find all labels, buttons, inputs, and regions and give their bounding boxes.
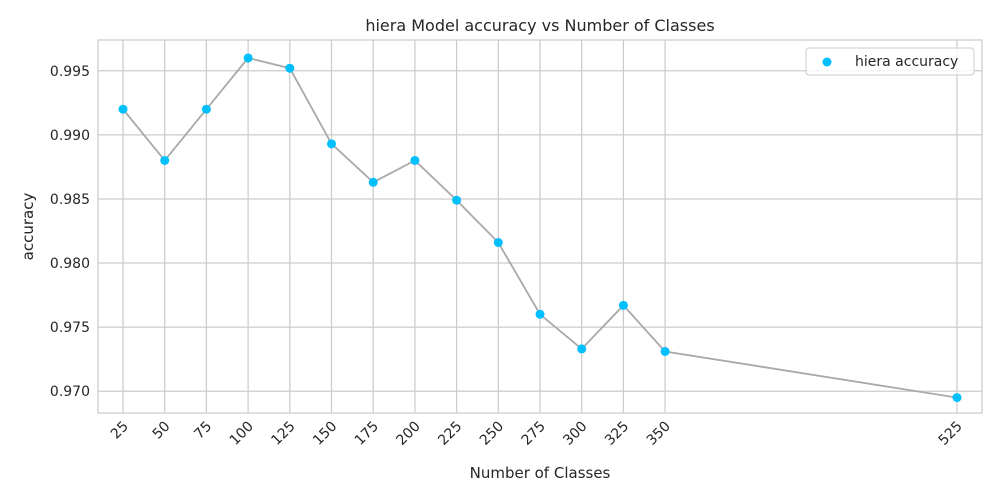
data-point — [118, 104, 128, 114]
y-tick-label: 0.980 — [50, 256, 90, 272]
chart-title: hiera Model accuracy vs Number of Classe… — [365, 16, 714, 35]
data-point — [452, 195, 462, 205]
legend-label: hiera accuracy — [855, 54, 958, 70]
plot-frame — [97, 39, 983, 414]
data-point — [535, 309, 545, 319]
y-tick-label: 0.970 — [50, 384, 90, 400]
y-axis-ticks: 0.970 0.975 0.980 0.985 0.990 0.995 — [50, 64, 90, 400]
y-tick-label: 0.990 — [50, 128, 90, 144]
y-tick-label: 0.975 — [50, 320, 90, 336]
legend-box — [805, 47, 975, 76]
data-point — [285, 63, 295, 73]
data-point — [493, 238, 503, 248]
data-point — [243, 53, 253, 63]
data-point — [410, 155, 420, 165]
data-point — [577, 344, 587, 354]
data-point — [327, 139, 337, 149]
data-point — [201, 104, 211, 114]
data-point — [368, 177, 378, 187]
data-point — [618, 300, 628, 310]
data-point — [160, 155, 170, 165]
legend-marker — [822, 57, 832, 67]
y-tick-label: 0.985 — [50, 192, 90, 208]
data-point — [952, 393, 962, 403]
y-tick-label: 0.995 — [50, 64, 90, 80]
data-point — [660, 346, 670, 356]
series-layer — [118, 53, 962, 403]
x-axis-title: Number of Classes — [470, 464, 611, 482]
grid-lines — [98, 40, 982, 413]
legend: hiera accuracy — [805, 47, 975, 76]
y-axis-title: accuracy — [19, 193, 37, 261]
